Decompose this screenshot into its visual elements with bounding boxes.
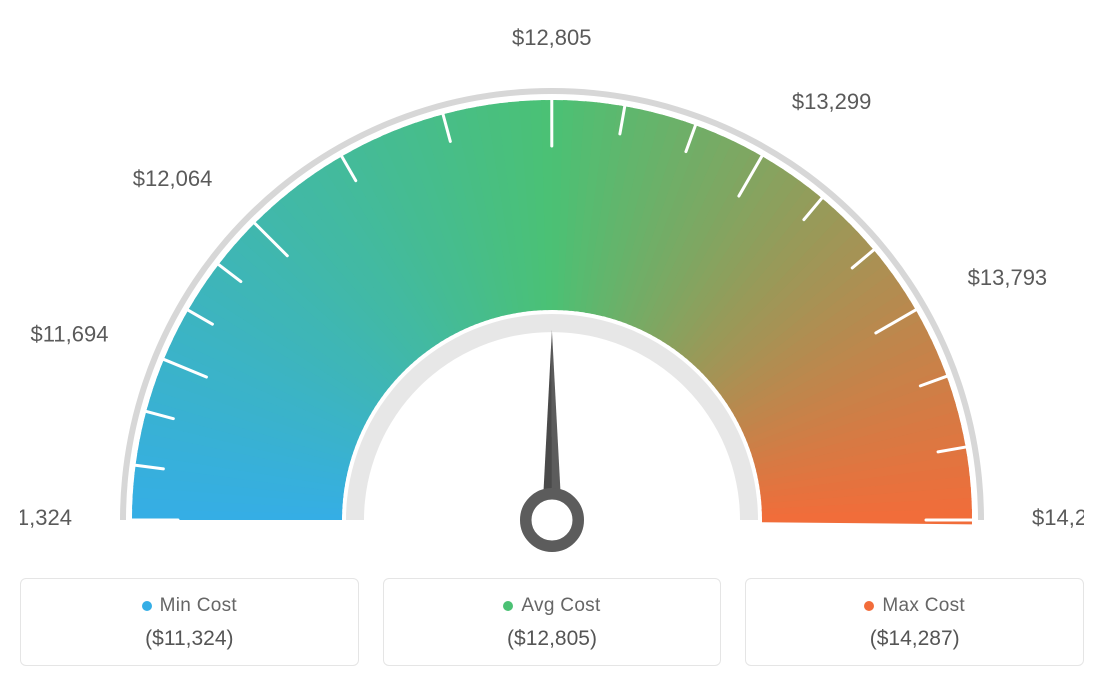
legend-min-label: Min Cost [160, 595, 237, 617]
svg-text:$12,064: $12,064 [133, 166, 213, 191]
legend-row: Min Cost ($11,324) Avg Cost ($12,805) Ma… [20, 578, 1084, 666]
gauge-chart: $11,324 $11,694 $12,064 $12,805 $13,299 $13,7… [20, 20, 1084, 560]
legend-avg-value: ($12,805) [384, 627, 721, 651]
svg-text:$13,793: $13,793 [968, 265, 1048, 290]
legend-avg-label: Avg Cost [521, 595, 600, 617]
max-dot-icon [864, 601, 874, 611]
min-dot-icon [142, 601, 152, 611]
gauge-svg: $11,324 $11,694 $12,064 $12,805 $13,299 $13,7… [20, 20, 1084, 560]
legend-avg-label-row: Avg Cost [384, 595, 721, 617]
svg-text:$11,324: $11,324 [20, 505, 72, 530]
svg-text:$14,287: $14,287 [1032, 505, 1084, 530]
legend-min-value: ($11,324) [21, 627, 358, 651]
legend-card-max: Max Cost ($14,287) [745, 578, 1084, 666]
svg-text:$11,694: $11,694 [31, 321, 109, 346]
legend-max-value: ($14,287) [746, 627, 1083, 651]
legend-card-avg: Avg Cost ($12,805) [383, 578, 722, 666]
svg-text:$12,805: $12,805 [512, 25, 592, 50]
svg-text:$13,299: $13,299 [792, 89, 872, 114]
legend-card-min: Min Cost ($11,324) [20, 578, 359, 666]
legend-max-label: Max Cost [882, 595, 965, 617]
legend-min-label-row: Min Cost [21, 595, 358, 617]
legend-max-label-row: Max Cost [746, 595, 1083, 617]
avg-dot-icon [503, 601, 513, 611]
